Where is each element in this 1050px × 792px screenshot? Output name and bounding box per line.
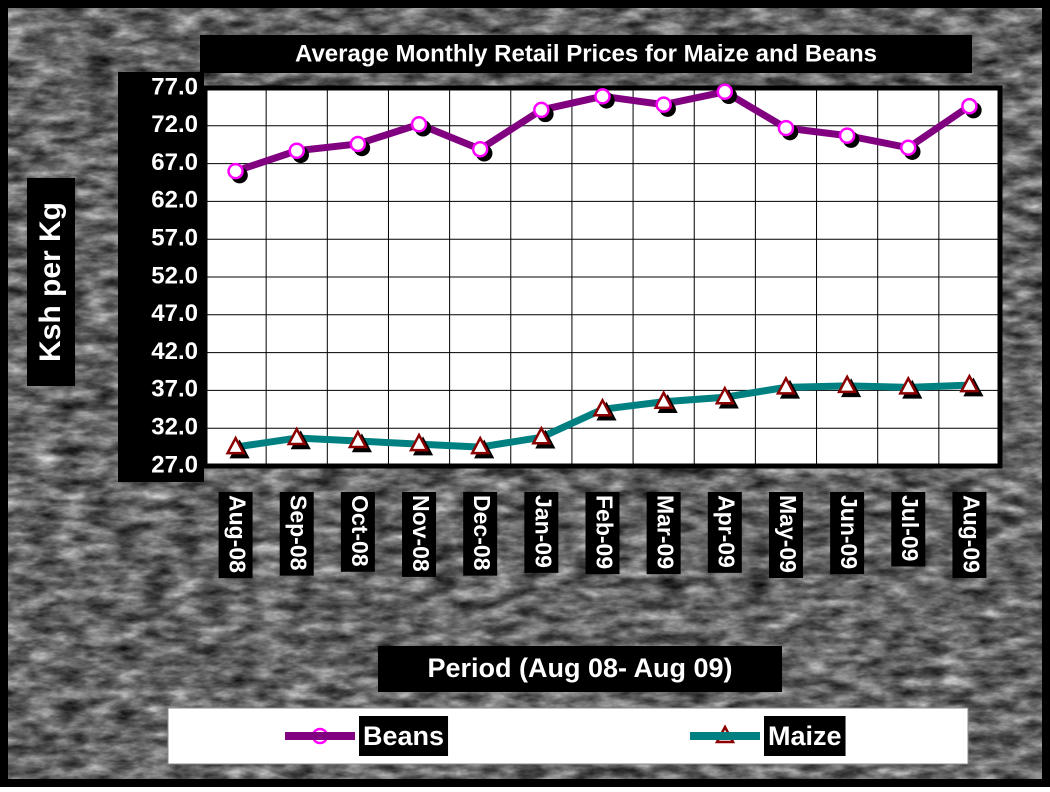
x-tick-bg	[524, 492, 559, 573]
y-tick-label: 42.0	[151, 338, 198, 365]
x-tick-bg	[585, 492, 620, 575]
y-tick-label: 62.0	[151, 187, 198, 214]
x-tick-bg	[952, 492, 987, 578]
x-tick-bg	[830, 492, 865, 575]
y-tick-label: 57.0	[151, 225, 198, 252]
x-tick-label: Aug-09	[958, 495, 984, 573]
marker	[959, 373, 980, 393]
marker	[838, 127, 856, 144]
x-tick-bg	[218, 492, 253, 579]
x-tick-label: Jul-09	[897, 495, 923, 561]
marker	[775, 375, 797, 395]
y-tick-label: 67.0	[151, 149, 198, 176]
marker	[837, 374, 858, 394]
x-tick-label: Oct-08	[347, 495, 373, 567]
x-tick-bg	[402, 492, 437, 577]
marker	[594, 88, 611, 105]
x-tick-bg	[340, 492, 375, 572]
x-tick-label: Jan-09	[530, 495, 556, 568]
x-tick-label: Apr-09	[714, 495, 740, 568]
marker	[898, 375, 919, 395]
x-tick-bg	[768, 492, 803, 578]
marker	[531, 425, 552, 445]
marker	[225, 435, 246, 455]
y-ticks-bg	[118, 72, 204, 482]
marker	[288, 142, 305, 159]
y-tick-label: 52.0	[151, 262, 198, 289]
legend-label: Maize	[768, 721, 842, 751]
marker	[714, 385, 735, 405]
marker	[961, 97, 978, 115]
x-tick-label: May-09	[775, 495, 801, 573]
x-tick-label: Nov-08	[408, 495, 434, 572]
marker	[777, 119, 795, 137]
legend-label-bg	[764, 716, 846, 756]
title-bg	[200, 35, 972, 73]
x-label-bg	[378, 646, 782, 692]
marker	[410, 116, 428, 133]
legend-label-bg	[359, 716, 449, 756]
chart-title: Average Monthly Retail Prices for Maize …	[295, 40, 877, 67]
y-tick-label: 37.0	[151, 376, 198, 403]
x-tick-label: Feb-09	[591, 495, 617, 569]
x-tick-bg	[279, 492, 314, 576]
y-tick-label: 47.0	[151, 300, 198, 327]
marker	[471, 140, 489, 158]
x-tick-bg	[707, 492, 742, 573]
x-tick-label: Mar-09	[653, 495, 679, 569]
legend-label: Beans	[363, 721, 444, 751]
x-tick-label: Dec-08	[469, 495, 495, 571]
x-axis-label: Period (Aug 08- Aug 09)	[427, 653, 732, 683]
marker	[286, 426, 307, 446]
marker	[592, 397, 613, 417]
marker	[900, 139, 917, 156]
y-tick-label: 72.0	[151, 111, 198, 138]
x-tick-bg	[646, 492, 681, 575]
marker	[533, 101, 550, 119]
x-tick-label: Aug-08	[224, 495, 250, 573]
x-tick-bg	[463, 492, 498, 576]
marker	[408, 432, 430, 452]
y-axis-label: Ksh per Kg	[34, 202, 67, 362]
x-tick-bg	[891, 492, 926, 567]
x-tick-label: Jun-09	[836, 495, 862, 569]
x-tick-label: Sep-08	[286, 495, 312, 571]
marker	[347, 429, 368, 449]
y-tick-label: 32.0	[151, 414, 198, 441]
marker	[655, 96, 672, 113]
marker	[653, 390, 674, 409]
y-tick-label: 77.0	[151, 73, 198, 100]
y-tick-label: 27.0	[151, 451, 198, 478]
marker	[716, 83, 734, 101]
marker	[349, 135, 367, 153]
marker	[470, 435, 491, 455]
y-label-bg	[27, 178, 75, 386]
marker	[227, 162, 244, 180]
